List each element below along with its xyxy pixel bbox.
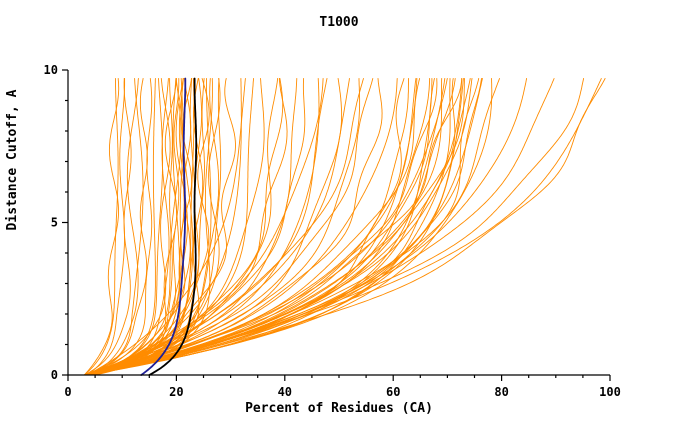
model-curve xyxy=(91,78,288,376)
x-axis-label: Percent of Residues (CA) xyxy=(245,401,433,416)
model-curve xyxy=(89,78,448,376)
model-curve xyxy=(89,78,465,376)
model-curve xyxy=(89,78,306,376)
curve-group xyxy=(83,77,606,376)
model-curve xyxy=(89,78,374,376)
x-tick-label: 20 xyxy=(169,385,183,399)
x-tick-label: 80 xyxy=(494,385,508,399)
model-curve xyxy=(89,78,473,376)
model-curve xyxy=(83,78,585,376)
model-curve xyxy=(89,78,324,376)
model-curve xyxy=(83,78,196,376)
x-tick-label: 100 xyxy=(599,385,621,399)
model-curve xyxy=(86,78,164,376)
model-curve xyxy=(86,78,126,376)
model-curve xyxy=(86,78,528,376)
model-curve xyxy=(89,78,500,376)
model-curve xyxy=(83,78,119,376)
model-curve xyxy=(89,78,398,376)
model-curve xyxy=(83,78,171,376)
highlight-black xyxy=(148,77,198,376)
x-tick-label: 60 xyxy=(386,385,400,399)
model-curve xyxy=(89,78,182,376)
y-tick-label: 5 xyxy=(51,216,58,230)
model-curve xyxy=(83,78,205,376)
model-curve xyxy=(83,78,383,376)
model-curve xyxy=(83,78,364,376)
x-tick-label: 0 xyxy=(64,385,71,399)
highlight-navy xyxy=(140,77,187,376)
model-curve xyxy=(89,78,483,376)
model-curve xyxy=(83,78,156,376)
model-curve xyxy=(83,78,451,376)
model-curve xyxy=(86,78,246,376)
y-tick-label: 0 xyxy=(51,368,58,382)
model-curve xyxy=(83,78,120,376)
model-curve xyxy=(89,78,170,376)
y-axis-label: Distance Cutoff, A xyxy=(5,89,20,230)
model-curve xyxy=(83,78,438,376)
model-curve xyxy=(89,78,463,376)
model-curve xyxy=(83,78,343,376)
model-curve xyxy=(89,78,193,376)
model-curve xyxy=(86,78,361,376)
model-curve xyxy=(89,78,409,376)
model-curve xyxy=(83,78,480,376)
x-tick-label: 40 xyxy=(278,385,292,399)
axis-lines xyxy=(67,70,610,376)
model-curve xyxy=(83,78,144,376)
y-tick-label: 10 xyxy=(44,63,58,77)
model-curve xyxy=(89,78,139,376)
model-curve xyxy=(83,78,188,376)
model-curve xyxy=(86,78,153,376)
model-curve xyxy=(83,78,132,376)
model-curve xyxy=(86,78,602,376)
model-curve xyxy=(86,78,204,376)
model-curve xyxy=(86,78,433,376)
model-curve xyxy=(86,78,482,376)
model-curve xyxy=(83,78,236,376)
axes-group xyxy=(62,69,611,381)
chart-title: T1000 xyxy=(319,15,358,30)
model-curve xyxy=(83,78,493,376)
